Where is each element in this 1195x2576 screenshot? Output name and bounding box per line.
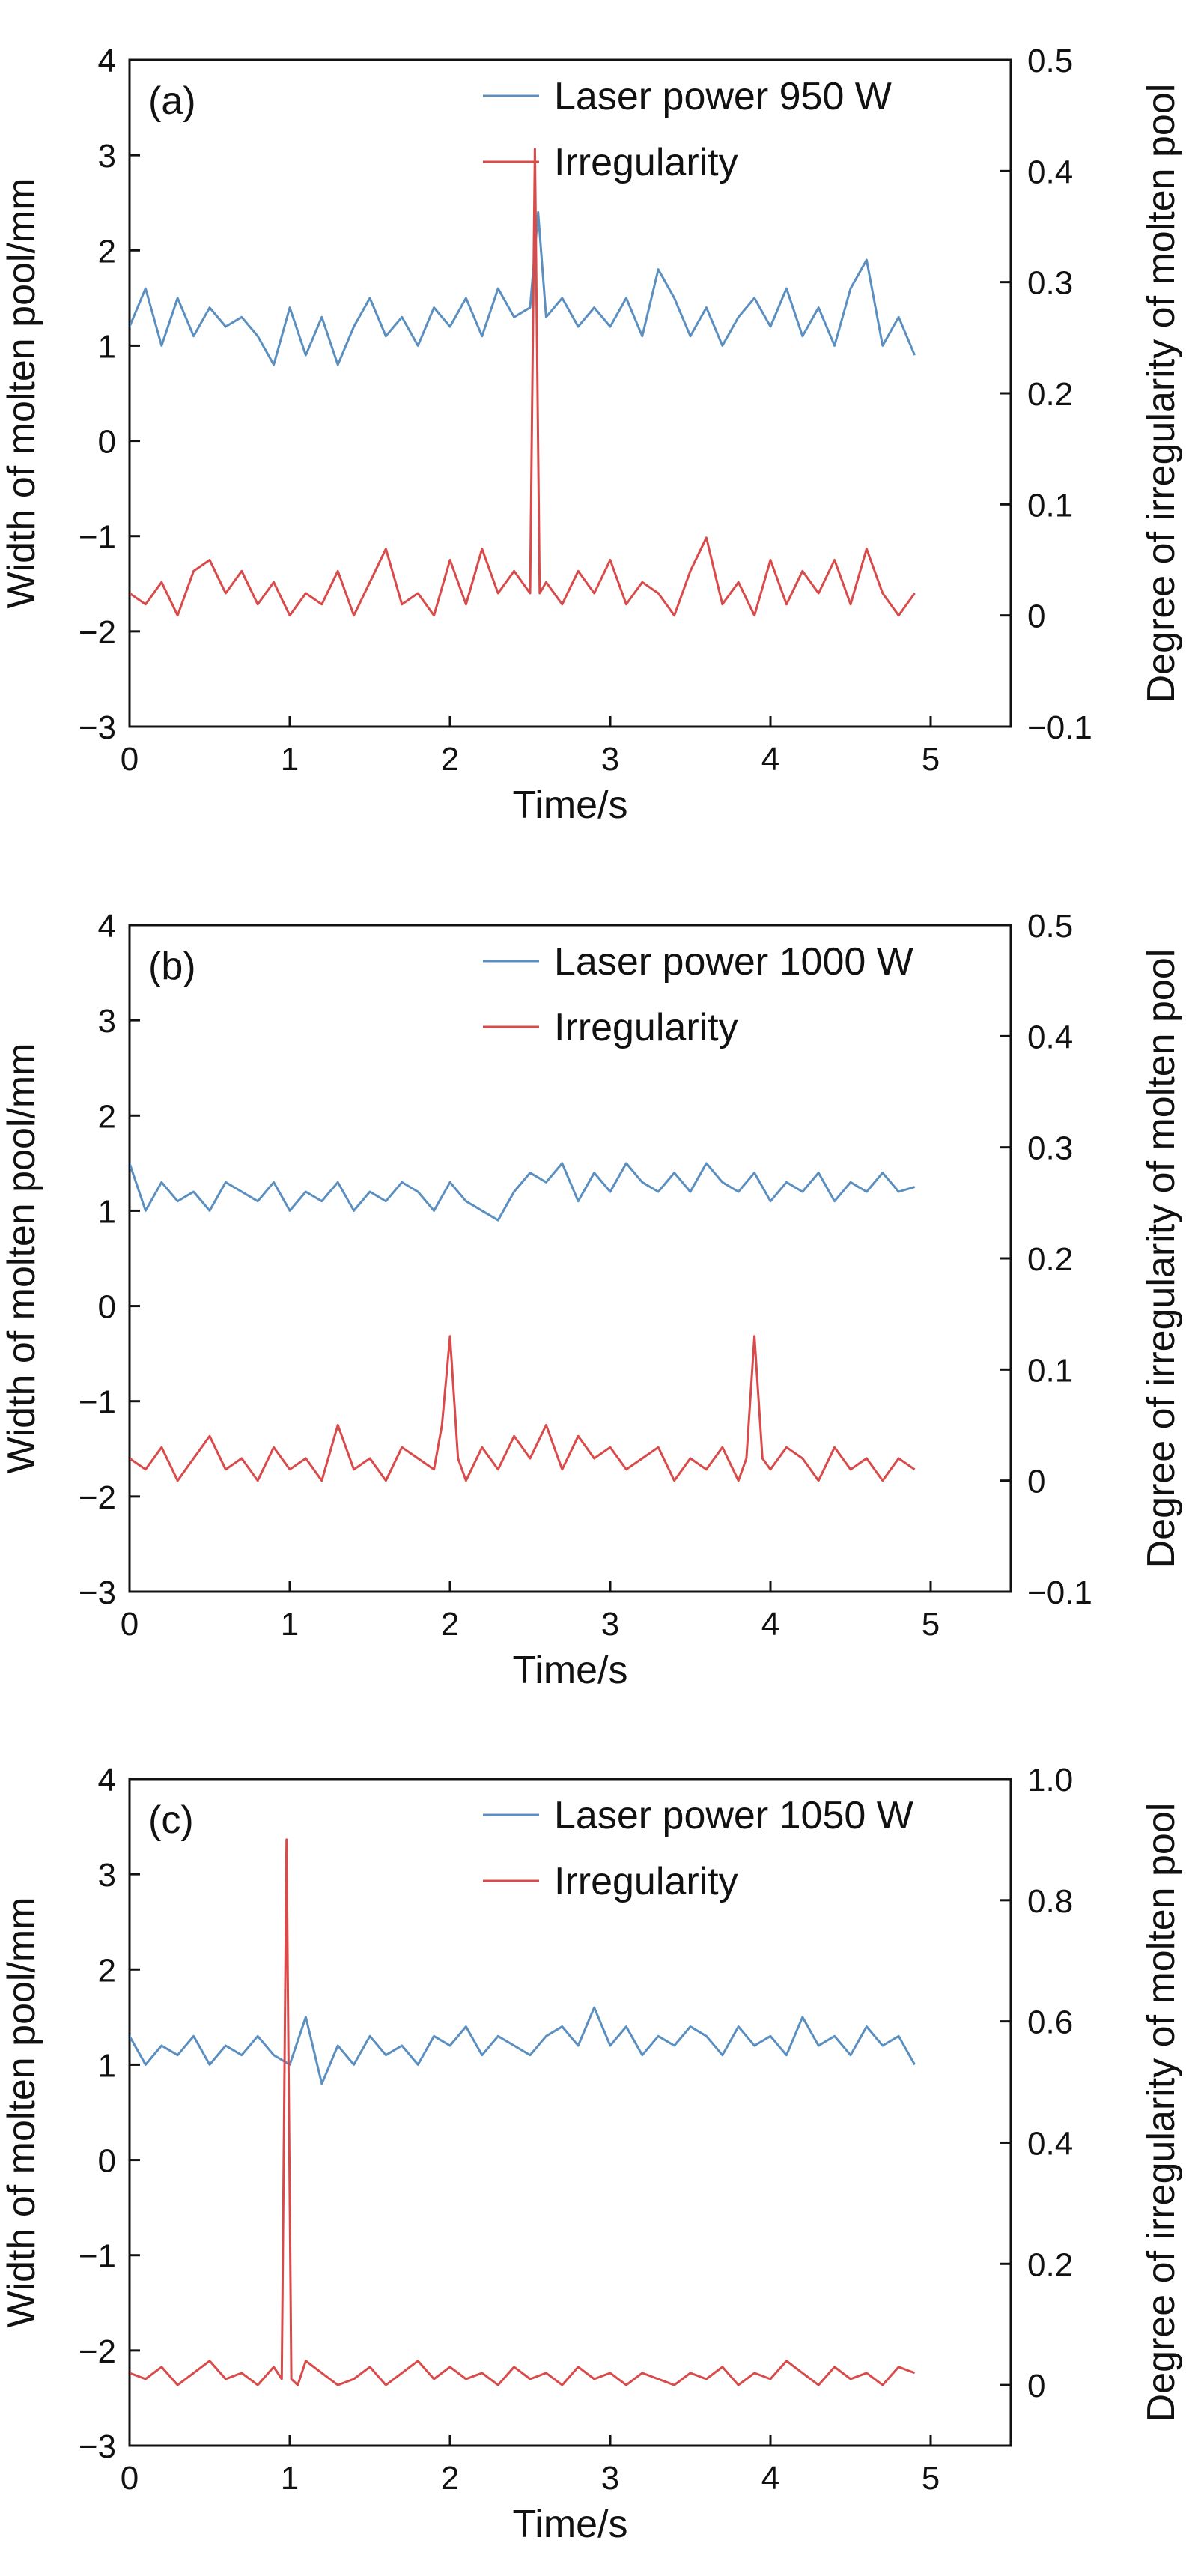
irregularity-series-line <box>130 1838 916 2386</box>
x-axis-title: Time/s <box>512 784 627 827</box>
irregularity-series-line <box>130 1335 916 1482</box>
x-tick-label: 1 <box>281 1606 299 1643</box>
y-left-tick-label: 1 <box>98 2047 116 2084</box>
panel-label: (a) <box>148 79 196 123</box>
x-tick-label: 3 <box>601 741 619 778</box>
y-left-tick-label: 1 <box>98 1193 116 1230</box>
y-left-tick-label: 4 <box>98 43 116 79</box>
y-left-tick-label: −1 <box>79 2238 116 2275</box>
y-left-axis-title: Width of molten pool/mm <box>0 1897 43 2327</box>
y-right-tick-label: 0.2 <box>1027 2246 1073 2283</box>
legend-label: Laser power 1050 W <box>554 1794 913 1837</box>
y-right-tick-label: −0.1 <box>1027 709 1092 746</box>
y-right-tick-label: 0.3 <box>1027 1130 1073 1167</box>
chart-panel: 0 1 2 3 4 5 −3 −2 −1 0 1 2 3 4 0 0.2 0.4 0.6 0.8 1.0 Time/s W… <box>0 1762 1183 2546</box>
irregularity-series-line <box>130 148 916 617</box>
y-right-tick-label: 0.5 <box>1027 908 1073 945</box>
y-left-tick-label: 3 <box>98 138 116 175</box>
y-left-axis-title: Width of molten pool/mm <box>0 178 43 608</box>
x-axis-title: Time/s <box>512 1649 627 1692</box>
panel-label: (c) <box>148 1798 194 1842</box>
y-right-tick-label: 0 <box>1027 598 1045 635</box>
x-tick-label: 0 <box>121 1606 139 1643</box>
y-left-tick-label: 2 <box>98 1098 116 1135</box>
y-left-tick-label: −3 <box>79 709 116 746</box>
y-left-tick-label: 1 <box>98 328 116 365</box>
y-left-tick-label: 0 <box>98 1289 116 1326</box>
y-right-axis-title: Degree of irregularity of molten pool <box>1140 1803 1183 2422</box>
x-tick-label: 5 <box>922 2460 940 2497</box>
x-axis-title: Time/s <box>512 2503 627 2546</box>
y-right-axis-title: Degree of irregularity of molten pool <box>1140 84 1183 703</box>
y-left-tick-label: −3 <box>79 2428 116 2465</box>
y-left-tick-label: 4 <box>98 1762 116 1798</box>
y-right-tick-label: 0.4 <box>1027 154 1073 190</box>
y-right-tick-label: 0.2 <box>1027 1241 1073 1278</box>
y-left-tick-label: 2 <box>98 233 116 270</box>
y-right-tick-label: 0 <box>1027 2368 1045 2404</box>
y-left-tick-label: −2 <box>79 614 116 651</box>
legend-label: Irregularity <box>554 1860 738 1903</box>
plot-frame <box>128 1778 1012 2447</box>
x-tick-label: 4 <box>761 2460 779 2497</box>
panel-label: (b) <box>148 945 196 988</box>
x-tick-label: 4 <box>761 741 779 778</box>
x-tick-label: 5 <box>922 1606 940 1643</box>
x-tick-label: 1 <box>281 2460 299 2497</box>
width-series-line <box>130 1162 916 1222</box>
y-right-axis-title: Degree of irregularity of molten pool <box>1140 949 1183 1569</box>
y-left-tick-label: 3 <box>98 1857 116 1894</box>
x-tick-label: 2 <box>441 741 459 778</box>
legend-label: Laser power 950 W <box>554 75 892 118</box>
y-left-tick-label: −1 <box>79 1384 116 1421</box>
y-right-tick-label: 0.3 <box>1027 265 1073 302</box>
y-left-tick-label: 2 <box>98 1952 116 1989</box>
width-series-line <box>130 210 916 366</box>
y-right-tick-label: 0.4 <box>1027 2125 1073 2162</box>
legend-label: Irregularity <box>554 1006 738 1049</box>
x-tick-label: 4 <box>761 1606 779 1643</box>
y-right-tick-label: 0.5 <box>1027 43 1073 79</box>
x-tick-label: 1 <box>281 741 299 778</box>
y-left-tick-label: −2 <box>79 1479 116 1516</box>
y-left-tick-label: −3 <box>79 1575 116 1611</box>
chart-panel: 0 1 2 3 4 5 −3 −2 −1 0 1 2 3 4 −0.1 0 0.1 0.2 0.3 0.4 0.5 Tim… <box>0 908 1183 1692</box>
chart-panel: 0 1 2 3 4 5 −3 −2 −1 0 1 2 3 4 −0.1 0 0.1 0.2 0.3 0.4 0.5 Tim… <box>0 43 1183 827</box>
x-tick-label: 5 <box>922 741 940 778</box>
x-tick-label: 2 <box>441 1606 459 1643</box>
y-left-tick-label: 3 <box>98 1003 116 1040</box>
y-right-tick-label: 0 <box>1027 1464 1045 1500</box>
width-series-line <box>130 2006 916 2085</box>
x-tick-label: 0 <box>121 2460 139 2497</box>
x-tick-label: 2 <box>441 2460 459 2497</box>
y-right-tick-label: 0.8 <box>1027 1883 1073 1920</box>
y-right-tick-label: −0.1 <box>1027 1575 1092 1611</box>
y-right-tick-label: 0.6 <box>1027 2004 1073 2041</box>
legend-label: Laser power 1000 W <box>554 940 913 984</box>
y-left-tick-label: 0 <box>98 424 116 461</box>
x-tick-label: 0 <box>121 741 139 778</box>
legend-label: Irregularity <box>554 141 738 184</box>
y-left-tick-label: −2 <box>79 2333 116 2370</box>
y-left-tick-label: −1 <box>79 519 116 556</box>
y-left-axis-title: Width of molten pool/mm <box>0 1043 43 1473</box>
y-left-tick-label: 0 <box>98 2143 116 2180</box>
y-right-tick-label: 0.1 <box>1027 487 1073 524</box>
x-tick-label: 3 <box>601 2460 619 2497</box>
y-right-tick-label: 0.1 <box>1027 1352 1073 1389</box>
y-right-tick-label: 0.2 <box>1027 376 1073 413</box>
y-right-tick-label: 1.0 <box>1027 1762 1073 1798</box>
y-left-tick-label: 4 <box>98 908 116 945</box>
y-right-tick-label: 0.4 <box>1027 1019 1073 1055</box>
x-tick-label: 3 <box>601 1606 619 1643</box>
